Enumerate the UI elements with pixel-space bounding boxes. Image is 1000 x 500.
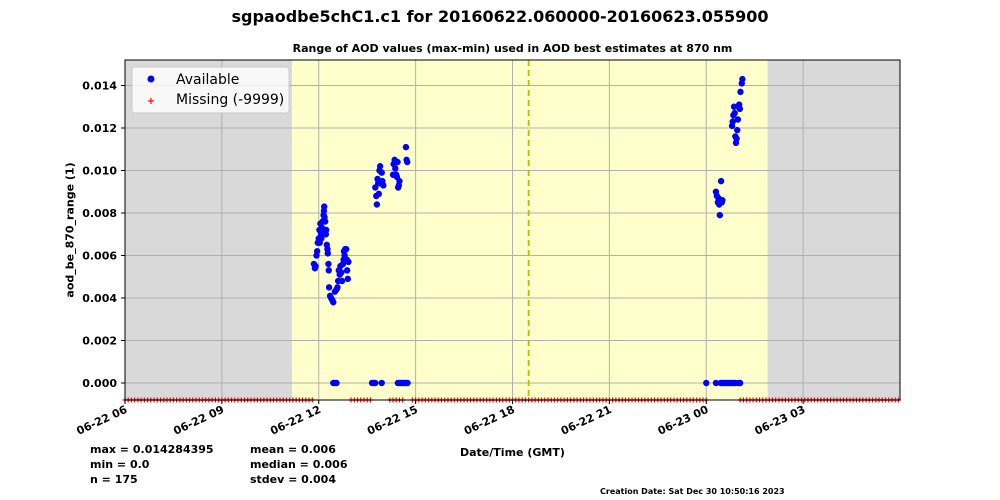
data-point	[334, 284, 341, 291]
data-point	[378, 169, 385, 176]
legend-box	[131, 66, 290, 114]
data-point	[380, 182, 387, 189]
data-point	[716, 211, 724, 219]
legend: Available + Missing (-9999)	[131, 66, 290, 114]
data-point	[719, 197, 726, 204]
legend-missing-marker: +	[147, 96, 155, 107]
stat-median: median = 0.006	[250, 458, 348, 471]
y-tick-label: 0.000	[82, 377, 117, 390]
data-point	[338, 269, 345, 276]
chart-title: sgpaodbe5chC1.c1 for 20160622.060000-201…	[231, 7, 769, 26]
legend-available-label: Available	[176, 72, 239, 88]
x-axis-label: Date/Time (GMT)	[460, 446, 565, 459]
night-shading	[767, 60, 900, 400]
data-point	[338, 277, 346, 285]
data-point	[325, 260, 332, 268]
data-point	[402, 143, 410, 151]
data-point	[312, 262, 319, 270]
data-point	[394, 158, 401, 166]
y-tick-label: 0.008	[82, 207, 117, 220]
stat-stdev: stdev = 0.004	[250, 473, 336, 486]
creation-date: Creation Date: Sat Dec 30 10:50:16 2023	[600, 487, 785, 496]
data-point	[343, 267, 351, 274]
data-point	[325, 267, 332, 274]
stat-max: max = 0.014284395	[90, 443, 214, 456]
data-point	[739, 75, 746, 83]
data-point	[703, 379, 710, 387]
stat-min: min = 0.0	[90, 458, 150, 471]
night-shading	[125, 60, 292, 400]
data-point	[404, 379, 411, 387]
x-tick-label: 06-22 15	[365, 403, 420, 438]
data-point	[730, 103, 738, 110]
data-point	[717, 177, 725, 185]
data-point	[342, 245, 350, 253]
data-point	[344, 275, 352, 283]
data-point	[318, 235, 325, 242]
y-tick-label: 0.010	[82, 165, 117, 178]
data-point	[396, 177, 403, 185]
data-point	[330, 299, 337, 306]
y-tick-label: 0.014	[82, 80, 117, 93]
day-shading	[291, 60, 768, 400]
data-point	[736, 379, 744, 387]
y-tick-label: 0.006	[82, 250, 117, 263]
data-point	[729, 118, 736, 125]
y-tick-label: 0.004	[82, 292, 117, 305]
x-tick-label: 06-23 03	[753, 403, 808, 438]
data-point	[737, 88, 744, 96]
data-point	[734, 126, 741, 134]
y-tick-label: 0.012	[82, 122, 117, 135]
data-point	[322, 218, 329, 225]
data-point	[321, 203, 328, 210]
x-tick-label: 06-22 21	[559, 403, 614, 438]
data-point	[313, 248, 321, 255]
data-point	[373, 201, 381, 208]
x-tick-label: 06-22 12	[268, 403, 323, 438]
data-point	[712, 379, 720, 387]
x-tick-label: 06-22 06	[75, 403, 130, 438]
stat-mean: mean = 0.006	[250, 443, 336, 456]
legend-missing-label: Missing (-9999)	[176, 92, 284, 108]
plot-subtitle: Range of AOD values (max-min) used in AO…	[292, 42, 733, 55]
x-tick-label: 06-22 18	[462, 403, 517, 438]
data-point	[325, 284, 333, 291]
data-point	[345, 258, 352, 266]
data-point	[733, 135, 740, 142]
data-point	[375, 190, 383, 198]
y-tick-label: 0.002	[82, 335, 117, 348]
data-point	[734, 116, 742, 123]
stat-n: n = 175	[90, 473, 138, 486]
data-point	[378, 379, 385, 387]
data-point	[372, 379, 379, 387]
legend-available-marker	[147, 75, 155, 83]
data-point	[731, 109, 738, 117]
data-point	[404, 158, 411, 166]
data-point	[333, 379, 340, 387]
x-tick-label: 06-22 09	[171, 403, 226, 438]
data-point	[324, 250, 331, 257]
data-point	[322, 226, 330, 234]
data-point	[736, 105, 744, 113]
data-point	[376, 163, 384, 170]
data-point	[392, 165, 399, 172]
x-tick-label: 06-23 00	[656, 403, 711, 438]
